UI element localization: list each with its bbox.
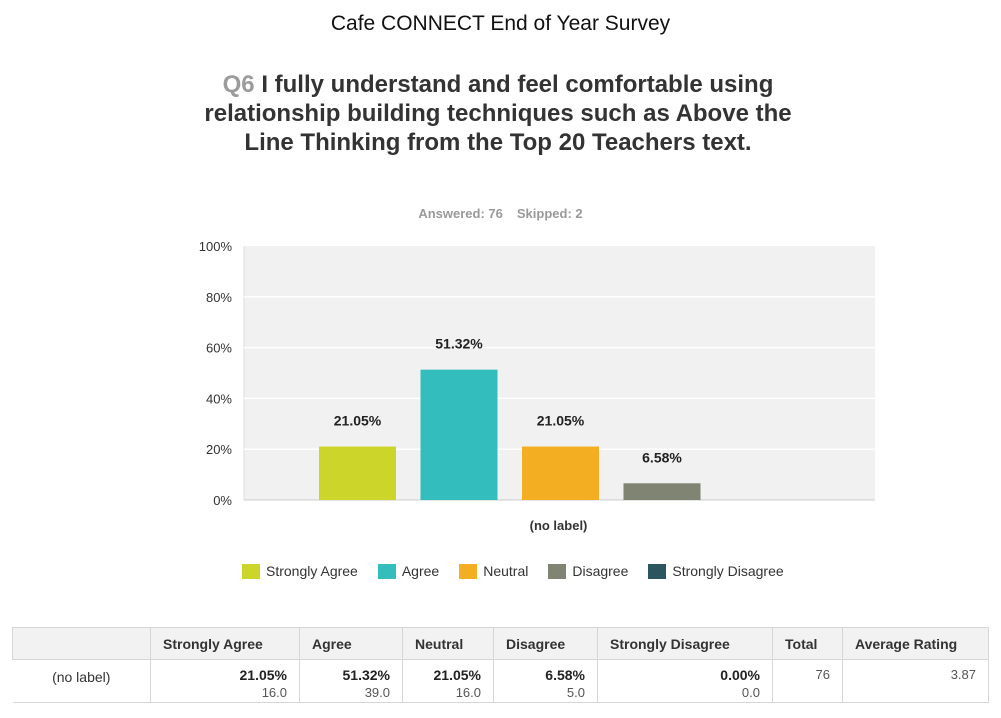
table-header-disagree: Disagree bbox=[493, 627, 598, 660]
data-label-strongly-agree: 21.05% bbox=[334, 413, 382, 429]
survey-title: Cafe CONNECT End of Year Survey bbox=[330, 12, 671, 35]
cell-percent: 6.58% bbox=[545, 667, 585, 683]
bar-chart: 0% 20% 40% 60% 80% 100% 21.05% 51.32% 21.05% 6.58… bbox=[199, 239, 875, 533]
legend-item-disagree: Disagree bbox=[548, 563, 628, 579]
row-label: (no label) bbox=[12, 659, 151, 703]
legend-swatch-strongly-agree bbox=[242, 563, 260, 579]
y-tick-label: 0% bbox=[213, 493, 232, 508]
legend-item-neutral: Neutral bbox=[459, 563, 528, 579]
cell-agree: 51.32% 39.0 bbox=[299, 659, 403, 703]
cell-count: 39.0 bbox=[364, 685, 390, 700]
question-number: Q6 bbox=[222, 71, 255, 98]
y-tick-label: 20% bbox=[206, 442, 232, 457]
cell-total: 76 bbox=[772, 659, 843, 703]
legend-item-agree: Agree bbox=[377, 563, 440, 579]
legend-label-agree: Agree bbox=[401, 563, 440, 579]
table-header-agree: Agree bbox=[299, 627, 403, 660]
bar-disagree bbox=[623, 483, 701, 500]
bar-agree bbox=[420, 369, 498, 500]
cell-strongly-agree: 21.05% 16.0 bbox=[150, 659, 300, 703]
data-label-agree: 51.32% bbox=[435, 336, 483, 352]
table-header-strongly-disagree: Strongly Disagree bbox=[597, 627, 773, 660]
data-label-neutral: 21.05% bbox=[537, 413, 585, 429]
answered-count: Answered: 76 bbox=[418, 206, 503, 221]
y-tick-label: 40% bbox=[206, 391, 232, 406]
table-header-strongly-agree: Strongly Agree bbox=[150, 627, 300, 660]
cell-percent: 21.05% bbox=[239, 667, 287, 683]
legend-label-neutral: Neutral bbox=[483, 563, 529, 579]
y-tick-label: 100% bbox=[199, 239, 233, 254]
y-tick-label: 60% bbox=[206, 341, 232, 356]
question-heading: Q6 I fully understand and feel comfortab… bbox=[200, 70, 796, 157]
table-header-average-rating: Average Rating bbox=[842, 627, 989, 660]
cell-percent: 21.05% bbox=[433, 667, 481, 683]
legend-item-strongly-agree: Strongly Agree bbox=[242, 563, 358, 579]
bar-strongly-agree bbox=[319, 446, 396, 500]
cell-percent: 0.00% bbox=[720, 667, 760, 683]
cell-count: 5.0 bbox=[566, 685, 585, 700]
table-row: (no label) 21.05% 16.0 51.32% 39.0 21.05… bbox=[12, 659, 989, 703]
table-header-blank bbox=[12, 627, 151, 660]
results-table: Strongly Agree Agree Neutral Disagree St… bbox=[12, 627, 989, 703]
cell-count: 0.0 bbox=[741, 685, 760, 700]
response-summary: Answered: 76 Skipped: 2 bbox=[0, 206, 1001, 221]
cell-percent: 51.32% bbox=[342, 667, 390, 683]
question-text: I fully understand and feel comfortable … bbox=[204, 71, 792, 156]
table-header-row: Strongly Agree Agree Neutral Disagree St… bbox=[12, 627, 989, 660]
legend-swatch-neutral bbox=[459, 563, 478, 579]
table-header-neutral: Neutral bbox=[402, 627, 494, 660]
bar-neutral bbox=[522, 446, 599, 500]
legend-swatch-agree bbox=[377, 563, 396, 579]
chart-legend: Strongly Agree Agree Neutral Disagree St… bbox=[242, 562, 804, 580]
data-label-disagree: 6.58% bbox=[642, 449, 682, 465]
table-header-total: Total bbox=[772, 627, 843, 660]
cell-strongly-disagree: 0.00% 0.0 bbox=[597, 659, 773, 703]
legend-item-strongly-disagree: Strongly Disagree bbox=[648, 563, 784, 579]
skipped-count: Skipped: 2 bbox=[516, 206, 583, 221]
cell-neutral: 21.05% 16.0 bbox=[402, 659, 494, 703]
legend-swatch-strongly-disagree bbox=[648, 563, 667, 579]
legend-swatch-disagree bbox=[548, 563, 567, 579]
y-tick-label: 80% bbox=[206, 290, 232, 305]
legend-label-strongly-disagree: Strongly Disagree bbox=[672, 563, 784, 579]
x-axis-label: (no label) bbox=[530, 518, 588, 533]
legend-label-disagree: Disagree bbox=[572, 563, 629, 579]
cell-count: 16.0 bbox=[261, 685, 287, 700]
cell-disagree: 6.58% 5.0 bbox=[493, 659, 598, 703]
cell-count: 16.0 bbox=[455, 685, 481, 700]
cell-average-rating: 3.87 bbox=[842, 659, 989, 703]
legend-label-strongly-agree: Strongly Agree bbox=[266, 563, 358, 579]
